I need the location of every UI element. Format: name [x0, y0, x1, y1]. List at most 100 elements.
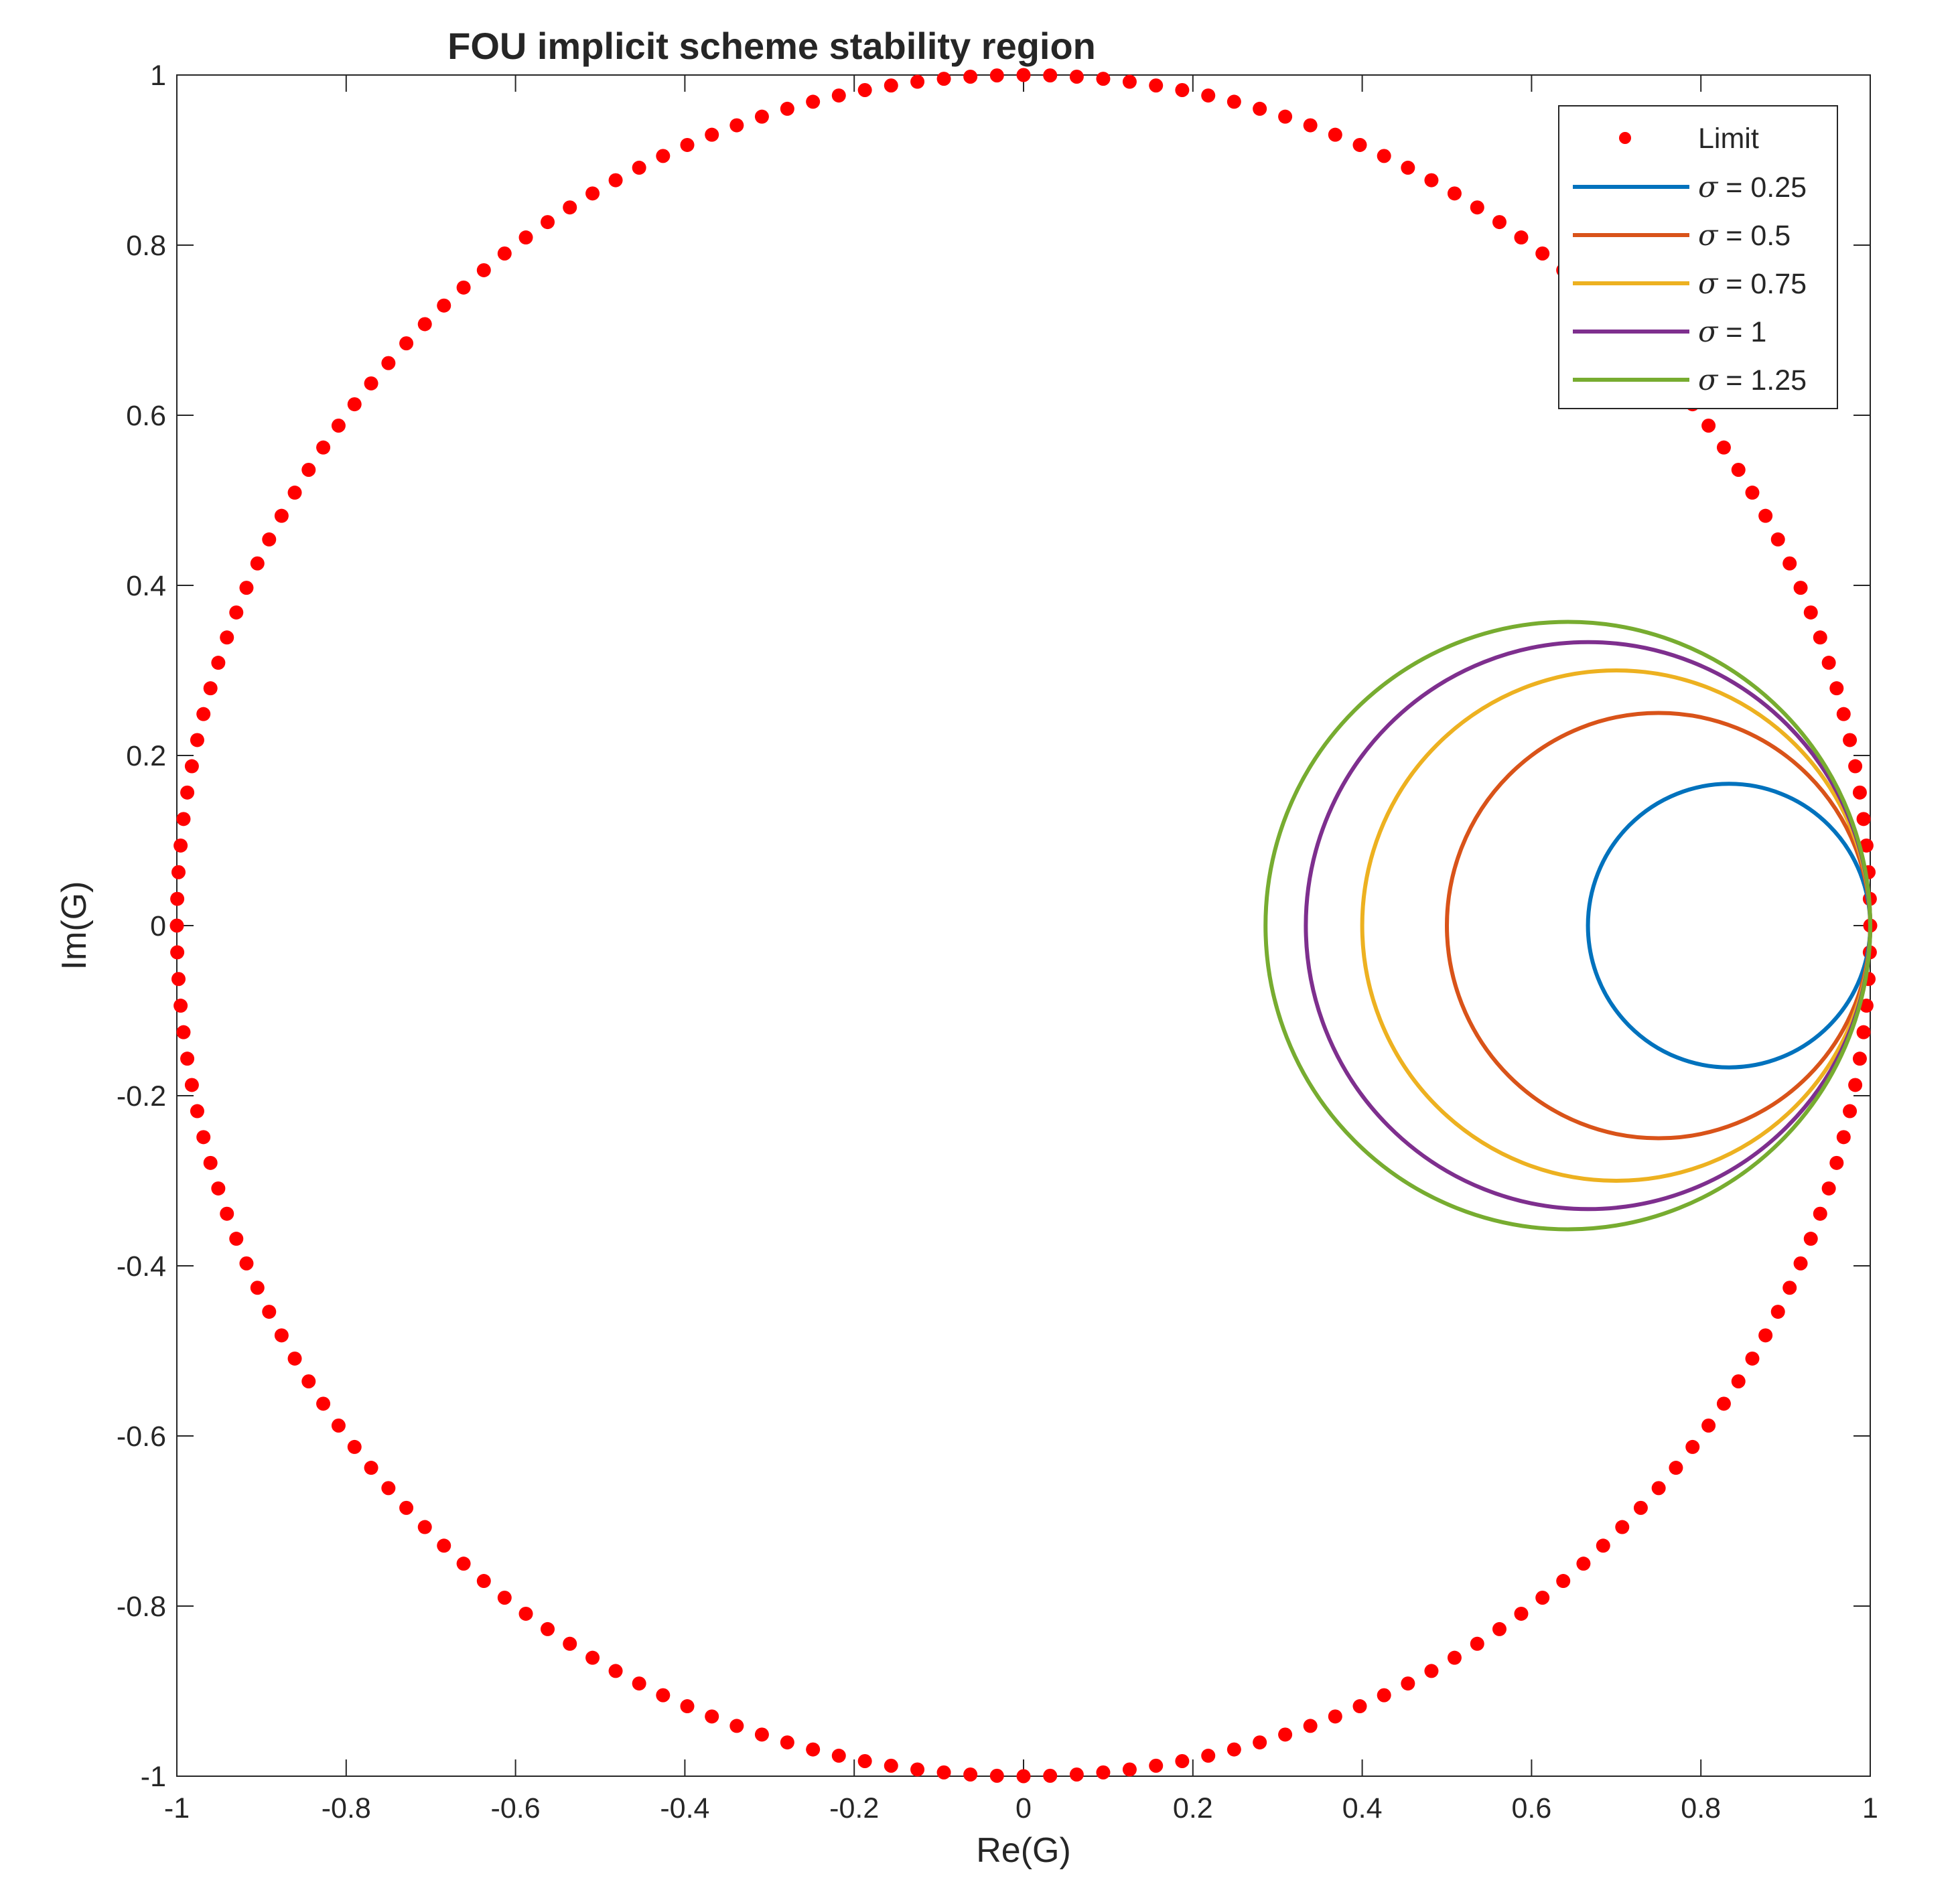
limit-point: [936, 1765, 951, 1780]
limit-point: [170, 945, 185, 960]
limit-point: [1303, 118, 1318, 133]
limit-point: [170, 891, 185, 906]
limit-point: [1043, 1768, 1058, 1783]
limit-point: [1843, 1104, 1858, 1118]
limit-point: [806, 94, 821, 109]
limit-point: [857, 82, 872, 97]
limit-point: [262, 532, 277, 547]
limit-point: [1535, 246, 1550, 261]
limit-point: [476, 263, 491, 277]
limit-point: [1447, 1650, 1462, 1665]
limit-point: [705, 127, 719, 142]
limit-point: [541, 215, 555, 230]
limit-point: [287, 1351, 302, 1366]
limit-point: [190, 1104, 204, 1118]
limit-point: [364, 376, 378, 390]
y-axis-ticks: 1 0.8 0.6 0.4 0.2 0 -0.2 -0.4 -0.6 -0.8 -1: [117, 60, 1870, 1793]
limit-point: [1069, 70, 1084, 84]
x-tick-label: 0: [1016, 1792, 1032, 1824]
legend-symbol: σ: [1698, 267, 1719, 301]
y-tick-label: 0: [150, 910, 166, 942]
limit-point: [1829, 681, 1844, 696]
limit-point: [437, 298, 451, 313]
limit-point: [1859, 838, 1874, 853]
limit-point: [1821, 1181, 1836, 1196]
limit-point: [203, 681, 218, 696]
limit-point: [1651, 1481, 1666, 1496]
legend-value: = 1.25: [1718, 364, 1807, 396]
legend-symbol: σ: [1698, 219, 1719, 252]
limit-point: [910, 74, 925, 89]
limit-point: [274, 508, 289, 523]
limit-point: [1856, 812, 1871, 826]
legend-value: = 0.75: [1718, 268, 1807, 300]
limit-point: [518, 230, 533, 245]
limit-point: [1096, 72, 1111, 86]
limit-point: [171, 972, 186, 987]
legend-label-sigma-0.75: σ = 0.75: [1698, 267, 1807, 301]
limit-point: [1716, 1396, 1731, 1411]
limit-point: [274, 1328, 289, 1343]
legend-label-sigma-0.5: σ = 0.5: [1698, 219, 1791, 252]
x-tick-label: -0.8: [322, 1792, 371, 1824]
legend-label-sigma-1.25: σ = 1.25: [1698, 364, 1807, 397]
limit-point: [250, 1281, 265, 1295]
limit-point: [585, 186, 600, 201]
limit-point: [203, 1155, 218, 1170]
limit-point: [1633, 1500, 1648, 1515]
limit-point: [1813, 630, 1827, 645]
limit-point: [585, 1650, 600, 1665]
limit-point: [1328, 1709, 1342, 1724]
limit-point: [1149, 1758, 1164, 1773]
limit-point: [831, 1748, 846, 1763]
limit-point: [1424, 1664, 1439, 1678]
limit-point: [1770, 1305, 1785, 1319]
limit-point: [399, 336, 414, 351]
x-tick-label: -0.2: [829, 1792, 879, 1824]
limit-point: [1377, 1688, 1391, 1703]
limit-point: [1303, 1719, 1318, 1733]
limit-point: [196, 1130, 211, 1145]
limit-point: [831, 88, 846, 103]
limit-point: [1043, 68, 1058, 83]
legend-box: [1558, 105, 1838, 409]
limit-point: [176, 812, 191, 826]
limit-point: [1731, 1374, 1746, 1388]
limit-point: [1556, 1574, 1571, 1589]
limit-point: [989, 68, 1004, 83]
limit-point: [754, 109, 769, 124]
limit-point: [497, 246, 512, 261]
legend: Limit σ = 0.25σ = 0.5σ = 0.75σ = 1σ = 1.…: [1558, 105, 1838, 409]
limit-point: [1352, 1699, 1367, 1714]
x-tick-label: 0.6: [1512, 1792, 1552, 1824]
limit-point: [857, 1754, 872, 1769]
legend-value: = 0.5: [1718, 220, 1791, 252]
limit-point: [1793, 1256, 1808, 1271]
limit-point: [1782, 556, 1797, 571]
limit-point: [1770, 532, 1785, 547]
series-curve-sigma-1.25: [1263, 620, 1872, 1232]
x-tick-label: -1: [164, 1792, 190, 1824]
limit-point: [1758, 508, 1773, 523]
limit-point: [656, 1688, 671, 1703]
limit-point: [1852, 1052, 1867, 1066]
limit-point: [316, 1396, 331, 1411]
limit-point: [347, 1439, 362, 1454]
limit-point: [176, 1025, 191, 1039]
limit-point: [1803, 1232, 1818, 1246]
limit-point: [754, 1727, 769, 1742]
limit-point: [347, 397, 362, 412]
legend-marker-limit: [1619, 132, 1631, 144]
limit-point: [1813, 1206, 1827, 1221]
limit-point: [171, 865, 186, 879]
legend-symbol: σ: [1698, 315, 1719, 349]
limit-point: [173, 838, 188, 853]
limit-point: [262, 1305, 277, 1319]
y-tick-label: -1: [141, 1761, 166, 1793]
limit-point: [608, 173, 623, 188]
limit-point: [250, 556, 265, 571]
limit-point: [1803, 605, 1818, 620]
limit-point: [331, 419, 346, 433]
limit-point: [806, 1742, 821, 1757]
